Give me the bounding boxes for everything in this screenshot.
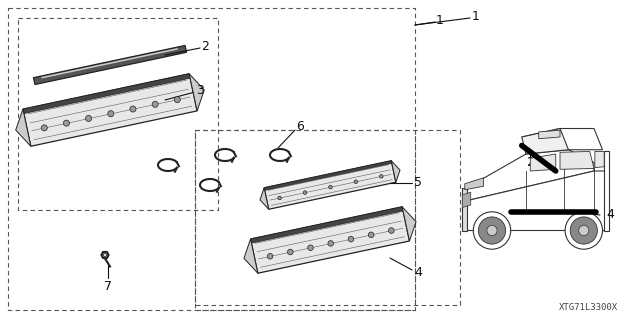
Polygon shape — [531, 154, 556, 171]
Polygon shape — [260, 188, 269, 209]
Text: 1: 1 — [436, 14, 444, 27]
Circle shape — [278, 196, 282, 200]
Circle shape — [570, 217, 597, 244]
Polygon shape — [595, 152, 604, 167]
Polygon shape — [560, 152, 594, 169]
Polygon shape — [16, 109, 31, 146]
Polygon shape — [467, 171, 607, 231]
Circle shape — [287, 249, 293, 255]
Circle shape — [479, 217, 506, 244]
Circle shape — [474, 212, 511, 249]
Polygon shape — [264, 161, 392, 190]
Circle shape — [565, 212, 602, 249]
Polygon shape — [189, 74, 204, 111]
Circle shape — [380, 174, 383, 178]
Circle shape — [174, 97, 180, 103]
Polygon shape — [23, 74, 190, 114]
Polygon shape — [41, 48, 178, 78]
Text: 5: 5 — [414, 176, 422, 189]
Polygon shape — [522, 129, 602, 150]
Text: 7: 7 — [104, 279, 112, 293]
Circle shape — [152, 101, 158, 107]
Circle shape — [487, 226, 497, 236]
Circle shape — [108, 111, 114, 117]
Text: XTG71L3300X: XTG71L3300X — [559, 302, 618, 311]
Circle shape — [369, 232, 374, 238]
Circle shape — [303, 191, 307, 194]
Circle shape — [348, 236, 354, 242]
Polygon shape — [250, 207, 403, 243]
Text: 3: 3 — [196, 85, 204, 98]
Polygon shape — [402, 207, 416, 241]
Text: 6: 6 — [296, 121, 304, 133]
Text: 2: 2 — [526, 157, 534, 169]
Circle shape — [130, 106, 136, 112]
Polygon shape — [604, 152, 609, 231]
Polygon shape — [23, 74, 197, 146]
Polygon shape — [465, 178, 483, 190]
Circle shape — [86, 115, 92, 122]
Circle shape — [102, 251, 109, 258]
Polygon shape — [462, 192, 471, 208]
Polygon shape — [391, 161, 400, 182]
Text: 1: 1 — [472, 11, 480, 24]
Polygon shape — [244, 239, 258, 273]
Polygon shape — [539, 130, 560, 139]
Circle shape — [308, 245, 314, 250]
Circle shape — [388, 228, 394, 233]
Circle shape — [329, 185, 332, 189]
Polygon shape — [264, 161, 396, 209]
Text: 4: 4 — [606, 209, 614, 221]
Text: 2: 2 — [201, 41, 209, 54]
Polygon shape — [467, 150, 594, 201]
Polygon shape — [250, 207, 410, 273]
Circle shape — [579, 226, 589, 236]
Circle shape — [354, 180, 358, 183]
Circle shape — [41, 125, 47, 131]
Polygon shape — [522, 129, 568, 154]
Polygon shape — [462, 188, 467, 231]
Circle shape — [268, 254, 273, 259]
Polygon shape — [33, 46, 186, 85]
Text: 4: 4 — [414, 265, 422, 278]
Circle shape — [328, 241, 333, 246]
Circle shape — [63, 120, 70, 126]
